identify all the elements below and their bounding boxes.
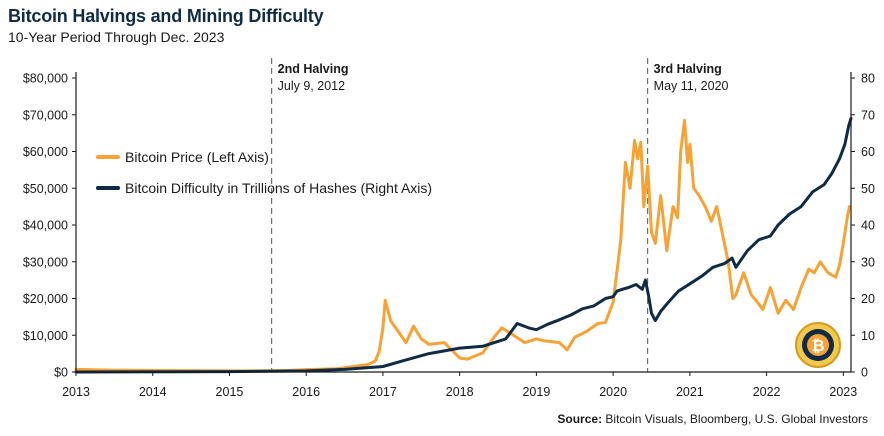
halving-title-2: 2nd Halving — [278, 62, 349, 76]
chart-subtitle: 10-Year Period Through Dec. 2023 — [8, 29, 225, 45]
x-tick-label: 2023 — [829, 385, 857, 399]
left-tick-label: $50,000 — [23, 182, 68, 196]
source-note: Source: Bitcoin Visuals, Bloomberg, U.S.… — [557, 412, 868, 426]
left-tick-label: $20,000 — [23, 292, 68, 306]
x-tick-label: 2013 — [62, 385, 90, 399]
right-tick-label: 50 — [861, 182, 875, 196]
right-axis-ticks: 0 10 20 30 40 50 60 70 80 — [851, 72, 875, 380]
right-tick-label: 40 — [861, 219, 875, 233]
right-tick-label: 0 — [861, 366, 868, 380]
bitcoin-price-line — [74, 118, 851, 373]
x-tick-label: 2014 — [139, 385, 167, 399]
left-axis-ticks: $0 $10,000 $20,000 $30,000 $40,000 $50,000 $60… — [23, 72, 76, 380]
x-tick-label: 2015 — [216, 385, 244, 399]
x-tick-label: 2019 — [522, 385, 550, 399]
halving-date-2: July 9, 2012 — [278, 79, 345, 93]
coin-center — [807, 334, 829, 356]
left-tick-label: $10,000 — [23, 329, 68, 343]
x-tick-label: 2020 — [599, 385, 627, 399]
left-tick-label: $0 — [54, 366, 68, 380]
x-tick-label: 2016 — [292, 385, 320, 399]
x-tick-label: 2018 — [446, 385, 474, 399]
right-tick-label: 60 — [861, 145, 875, 159]
x-tick-label: 2017 — [369, 385, 397, 399]
legend-label-1: Bitcoin Price (Left Axis) — [125, 149, 269, 165]
x-tick-label: 2022 — [753, 385, 781, 399]
halving-date-3: May 11, 2020 — [654, 79, 729, 93]
right-tick-label: 70 — [861, 108, 875, 122]
right-tick-label: 80 — [861, 72, 875, 86]
legend: Bitcoin Price (Left Axis) Bitcoin Difficu… — [96, 149, 432, 196]
chart-title: Bitcoin Halvings and Mining Difficulty — [8, 6, 324, 26]
source-text: Bitcoin Visuals, Bloomberg, U.S. Global … — [605, 412, 868, 426]
bitcoin-difficulty-line — [74, 116, 853, 374]
left-tick-label: $70,000 — [23, 108, 68, 122]
left-tick-label: $60,000 — [23, 145, 68, 159]
left-tick-label: $30,000 — [23, 255, 68, 269]
bitcoin-coin-icon: ₿ — [795, 322, 841, 368]
source-label: Source: — [557, 412, 603, 426]
halving-title-3: 3rd Halving — [654, 62, 722, 76]
series-lines — [74, 116, 853, 374]
legend-label-2: Bitcoin Difficulty in Trillions of Hashe… — [125, 180, 432, 196]
halving-annotations: 2nd Halving July 9, 2012 3rd Halving May 11… — [271, 58, 729, 372]
x-tick-label: 2021 — [676, 385, 704, 399]
right-tick-label: 20 — [861, 292, 875, 306]
coin-glyph: ₿ — [811, 336, 824, 355]
right-tick-label: 30 — [861, 255, 875, 269]
x-axis-ticks: 2013 2014 2015 2016 2017 2018 2019 2020 2021 2022… — [62, 372, 857, 399]
left-tick-label: $40,000 — [23, 219, 68, 233]
right-tick-label: 10 — [861, 329, 875, 343]
left-tick-label: $80,000 — [23, 72, 68, 86]
